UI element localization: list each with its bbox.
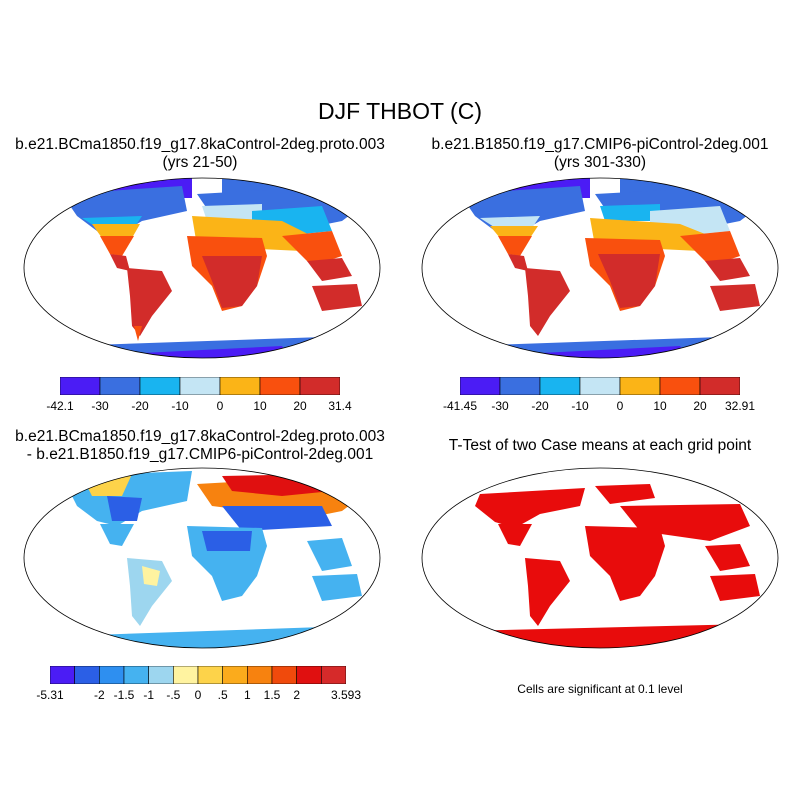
colorbar-swatch [50, 666, 75, 684]
colorbar-swatch [247, 666, 273, 684]
colorbar-tick-label: 31.4 [328, 399, 352, 413]
colorbar-case2-labels: -41.45 -30 -20 -10 0 10 20 32.91 [400, 399, 800, 415]
colorbar-tick-label: -1 [143, 688, 154, 702]
colorbar-swatch [499, 377, 541, 395]
colorbar-tick-label: -5.31 [36, 688, 64, 702]
panel3-title-line1: b.e21.BCma1850.f19_g17.8kaControl-2deg.p… [15, 428, 385, 445]
colorbar-swatch [74, 666, 100, 684]
panel2-title-line1: b.e21.B1850.f19_g17.CMIP6-piControl-2deg… [431, 136, 769, 153]
colorbar-tick-label: 2 [293, 688, 300, 702]
colorbar-tick-label: 20 [693, 399, 707, 413]
colorbar-swatch [460, 377, 501, 395]
colorbar-tick-label: -30 [491, 399, 509, 413]
colorbar-tick-label: -10 [571, 399, 589, 413]
colorbar-tick-label: 10 [653, 399, 667, 413]
colorbar-swatch [271, 666, 297, 684]
colorbar-tick-label: 10 [253, 399, 267, 413]
colorbar-tick-label: 1.5 [263, 688, 281, 702]
panel2-title-line2: (yrs 301-330) [553, 154, 647, 171]
colorbar-swatch [179, 377, 221, 395]
colorbar-swatch [259, 377, 301, 395]
significance-note: Cells are significant at 0.1 level [517, 682, 683, 696]
colorbar-tick-label: 0 [216, 399, 224, 413]
panel3-title: b.e21.BCma1850.f19_g17.8kaControl-2deg.p… [0, 428, 400, 464]
colorbar-case1-labels: -42.1 -30 -20 -10 0 10 20 31.4 [0, 399, 400, 415]
colorbar-swatch [60, 377, 101, 395]
colorbar-swatch [219, 377, 261, 395]
colorbar-tick-label: 20 [293, 399, 307, 413]
colorbar-swatch [139, 377, 181, 395]
colorbar-swatch [579, 377, 621, 395]
colorbar-swatch [619, 377, 661, 395]
map-difference [23, 467, 381, 649]
colorbar-swatch [659, 377, 701, 395]
colorbar-swatch [296, 666, 322, 684]
colorbar-swatch [222, 666, 248, 684]
colorbar-swatch [539, 377, 581, 395]
panel1-title: b.e21.BCma1850.f19_g17.8kaControl-2deg.p… [0, 136, 400, 172]
colorbar-tick-label: 0 [194, 688, 202, 702]
figure-title: DJF THBOT (C) [318, 98, 482, 124]
colorbar-tick-label: -42.1 [46, 399, 74, 413]
colorbar-tick-label: -1.5 [113, 688, 135, 702]
colorbar-tick-label: 3.593 [330, 688, 362, 702]
colorbar-tick-label: -30 [91, 399, 109, 413]
colorbar-tick-label: -20 [131, 399, 149, 413]
colorbar-tick-label: 32.91 [724, 399, 756, 413]
panel1-title-line2: (yrs 21-50) [162, 154, 238, 171]
colorbar-swatch [197, 666, 223, 684]
map-case2 [421, 177, 779, 359]
colorbar-difference [50, 666, 346, 684]
colorbar-swatch [173, 666, 199, 684]
colorbar-tick-label: 0 [616, 399, 624, 413]
map-ttest [421, 467, 779, 649]
colorbar-swatch [299, 377, 340, 395]
panel1-title-line1: b.e21.BCma1850.f19_g17.8kaControl-2deg.p… [15, 136, 385, 153]
colorbar-swatch [699, 377, 740, 395]
panel3-title-line2: - b.e21.B1850.f19_g17.CMIP6-piControl-2d… [26, 446, 374, 463]
map-case1 [23, 177, 381, 359]
colorbar-swatch [99, 666, 125, 684]
colorbar-tick-label: -41.45 [442, 399, 478, 413]
colorbar-swatch [148, 666, 174, 684]
colorbar-swatch [123, 666, 149, 684]
colorbar-tick-label: -2 [93, 688, 105, 702]
colorbar-tick-label: -20 [531, 399, 549, 413]
colorbar-case1 [60, 377, 340, 395]
colorbar-tick-label: -.5 [166, 688, 181, 702]
colorbar-tick-label: .5 [217, 688, 228, 702]
colorbar-difference-labels: -5.31 -2 -1.5 -1 -.5 0 .5 1 1.5 2 3.593 [0, 688, 400, 704]
colorbar-swatch [99, 377, 141, 395]
panel4-title: T-Test of two Case means at each grid po… [448, 437, 752, 454]
colorbar-tick-label: 1 [243, 688, 251, 702]
colorbar-case2 [460, 377, 740, 395]
colorbar-tick-label: -10 [171, 399, 189, 413]
panel2-title: b.e21.B1850.f19_g17.CMIP6-piControl-2deg… [400, 136, 800, 172]
colorbar-swatch [321, 666, 346, 684]
